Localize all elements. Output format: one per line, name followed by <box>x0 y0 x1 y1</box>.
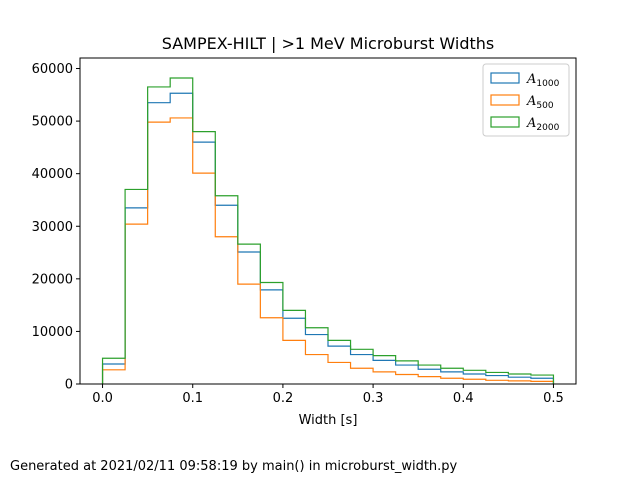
y-tick-label: 40000 <box>32 167 73 182</box>
y-tick-label: 20000 <box>32 272 73 287</box>
footer-text: Generated at 2021/02/11 09:58:19 by main… <box>10 459 458 474</box>
x-tick-label: 0.1 <box>182 391 203 406</box>
legend-box <box>482 63 570 137</box>
legend-label-2000: A2000 <box>526 116 560 133</box>
legend-swatch-1000 <box>490 72 520 84</box>
x-axis-label: Width [s] <box>299 413 358 428</box>
y-tick-label: 10000 <box>32 325 73 340</box>
legend: A1000 A500 A2000 <box>482 63 570 137</box>
y-tick-label: 60000 <box>32 62 73 77</box>
plot-area <box>101 77 555 384</box>
series-2000-step-line <box>101 77 555 384</box>
y-tick-label: 50000 <box>32 115 73 130</box>
legend-swatch-500 <box>490 94 520 106</box>
x-tick-label: 0.5 <box>543 391 564 406</box>
x-tick-label: 0.4 <box>453 391 474 406</box>
x-tick-label: 0.2 <box>273 391 294 406</box>
legend-swatch-2000 <box>490 116 520 128</box>
y-tick-label: 30000 <box>32 220 73 235</box>
x-tick-label: 0.0 <box>92 391 113 406</box>
x-axis: 0.0 0.1 0.2 0.3 0.4 0.5 <box>92 384 564 406</box>
y-tick-label: 0 <box>65 378 73 393</box>
chart-title: SAMPEX-HILT | >1 MeV Microburst Widths <box>162 34 495 53</box>
legend-label-1000: A1000 <box>526 72 560 89</box>
x-tick-label: 0.3 <box>363 391 384 406</box>
y-axis: 0 10000 20000 30000 40000 50000 60000 <box>32 62 80 393</box>
series-500-step-line <box>101 117 555 384</box>
legend-label-500: A500 <box>526 94 554 111</box>
plot-frame <box>79 57 577 385</box>
